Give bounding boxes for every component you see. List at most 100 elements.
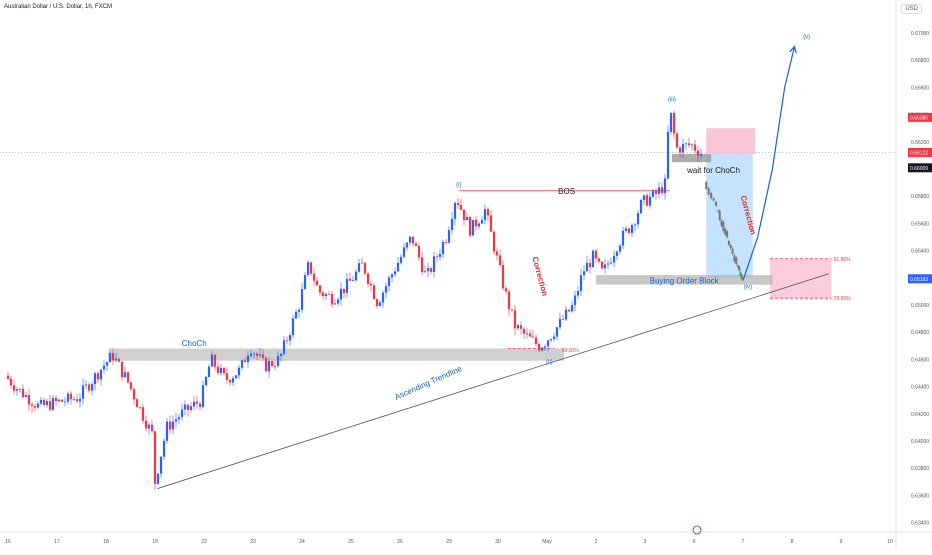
y-tick-label: 0.63800 [911,466,929,472]
candle-body [606,263,610,265]
candle-body [516,325,520,329]
candle-body [168,421,172,430]
candle-body [120,361,124,378]
candle-body [657,187,661,194]
candle-body [438,253,442,257]
candle-body [231,378,235,383]
candle-body [405,242,409,248]
candle-body [693,144,697,151]
candle-body [648,196,652,206]
candle-body [210,354,214,367]
candle-body [528,333,532,337]
candle-body [639,200,643,214]
candle-body [15,389,19,391]
candle-body [204,376,208,386]
candle-body [171,421,175,430]
projected-candle-body [724,228,727,235]
candle-body [348,278,352,281]
event-icon[interactable] [692,525,702,535]
x-tick-label: May [542,539,552,545]
candle-body [222,367,226,374]
candle-body [357,263,361,272]
candle-body [249,353,253,356]
x-tick-label: 7 [742,539,745,545]
y-tick-label: 0.64400 [911,385,929,391]
candle-body [297,309,301,312]
buying-order-block [596,275,773,285]
candle-body [510,309,514,311]
price-axis-label: 0.66380 [910,115,928,121]
candle-body [408,236,412,243]
choch-zone [108,348,565,361]
candle-body [351,280,355,282]
candle-body [522,328,526,334]
candle-body [444,242,448,243]
candle-body [699,154,703,156]
candle-body [72,399,76,400]
candle-body [393,271,397,275]
y-tick-label: 0.64200 [911,412,929,418]
candle-body [162,440,166,457]
fib-786-label: 78.60% [834,296,852,302]
price-axis-label: 0.65193 [910,277,928,283]
candle-body [183,404,187,410]
candle-body [651,190,655,197]
y-tick-label: 0.66600 [911,85,929,91]
candle-body [63,401,67,403]
candle-body [567,309,571,312]
projected-candle-body [705,181,708,190]
wave-ii-label: (ii) [546,359,553,365]
candle-body [534,337,538,344]
projected-candle-body [735,257,738,265]
projected-candle-body [729,244,732,249]
candle-body [291,318,295,336]
candle-body [66,393,70,402]
candle-body [507,291,511,310]
x-tick-label: 10 [887,539,893,545]
candle-body [315,280,319,286]
candle-body [78,398,82,402]
candle-body [660,187,664,194]
choch-label: ChoCh [182,339,207,348]
candle-body [615,251,619,256]
candle-body [573,295,577,306]
candle-body [369,283,373,286]
candle-body [591,250,595,268]
fib-zone [769,258,832,299]
candle-body [117,358,121,362]
candle-body [54,397,58,402]
candle-body [585,262,589,272]
candle-body [243,360,247,363]
candle-body [435,256,439,258]
candle-body [201,385,205,407]
candle-body [384,286,388,293]
candle-body [552,336,556,340]
projected-candle-body [740,275,743,280]
y-tick-label: 0.65800 [911,194,929,200]
candle-body [450,218,454,231]
candle-body [150,424,154,432]
currency-selector[interactable]: USD [901,4,922,14]
candle-body [75,399,79,402]
candle-body [672,112,676,134]
candle-body [666,131,670,179]
candle-body [99,369,103,380]
candle-body [477,223,481,227]
correction-target-zone [706,154,753,278]
candle-body [468,217,472,236]
candle-body [453,202,457,219]
candle-body [555,327,559,337]
wait-zone [671,154,712,163]
x-tick-label: 24 [299,539,305,545]
candle-body [432,256,436,272]
candle-body [186,404,190,411]
wave-i-label: (i) [456,183,461,189]
candle-body [342,288,346,293]
x-tick-label: 19 [152,539,158,545]
bos-label: BOS [558,187,575,196]
candle-body [96,373,100,380]
candle-body [582,271,586,276]
candle-body [546,340,550,347]
candle-body [390,274,394,278]
